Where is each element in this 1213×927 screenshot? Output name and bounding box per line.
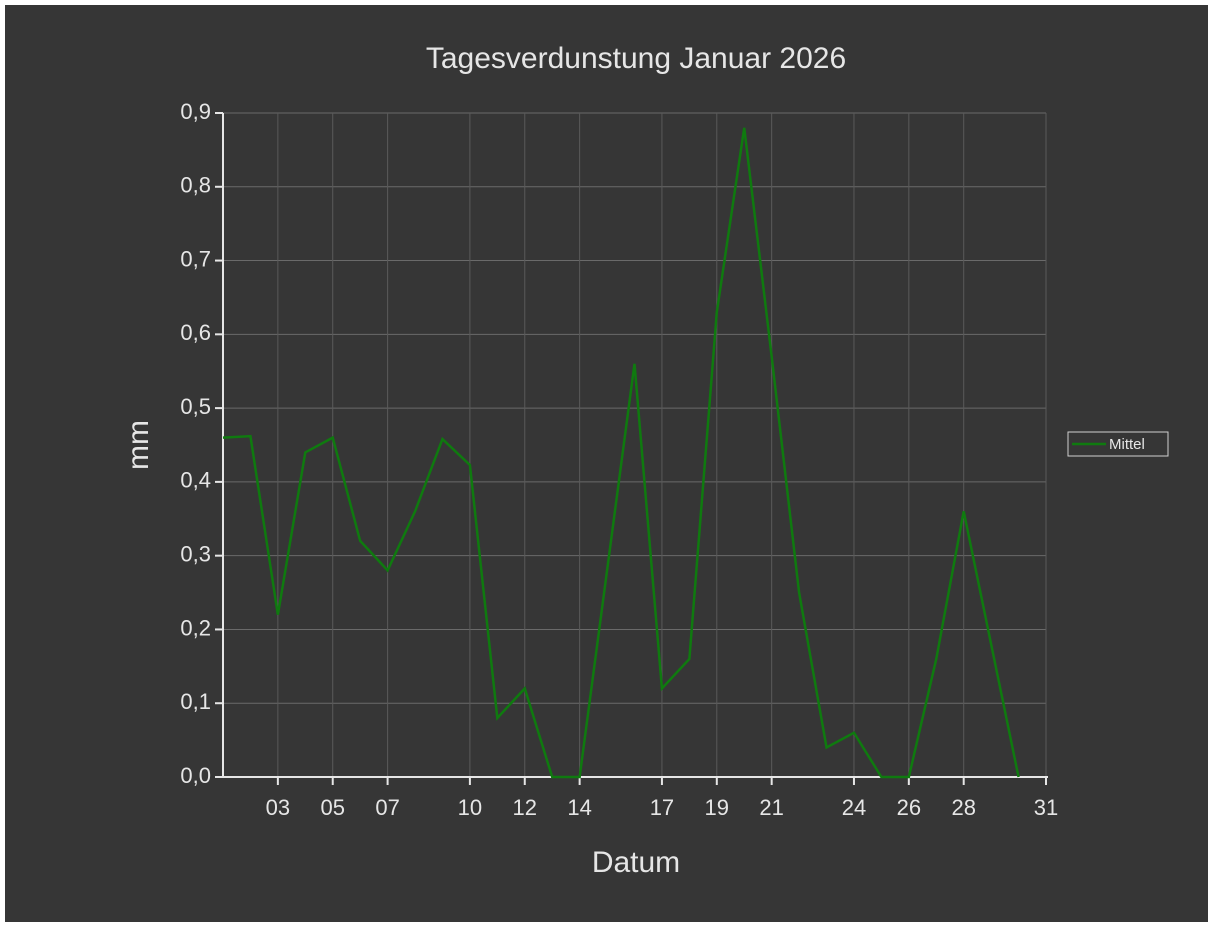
x-tick-label: 05 [320, 795, 344, 820]
background [5, 5, 1208, 922]
y-tick-label: 0,9 [180, 99, 211, 124]
x-tick-label: 26 [897, 795, 921, 820]
chart-title: Tagesverdunstung Januar 2026 [426, 42, 846, 75]
x-axis-label: Datum [592, 846, 680, 879]
y-tick-label: 0,6 [180, 320, 211, 345]
x-tick-label: 07 [375, 795, 399, 820]
data-line [222, 127, 1020, 779]
legend-label: Mittel [1109, 436, 1145, 453]
legend-box [1067, 431, 1169, 457]
x-tick-label: 28 [951, 795, 975, 820]
x-tick-label: 19 [705, 795, 729, 820]
x-tick-label: 14 [567, 795, 591, 820]
x-tick-label: 17 [650, 795, 674, 820]
x-tick-label: 10 [458, 795, 482, 820]
y-tick-label: 0,2 [180, 615, 211, 640]
y-tick-label: 0,8 [180, 173, 211, 198]
x-tick-label: 21 [759, 795, 783, 820]
x-tick-label: 03 [266, 795, 290, 820]
y-tick-label: 0,1 [180, 689, 211, 714]
x-tick-label: 12 [513, 795, 537, 820]
y-tick-label: 0,7 [180, 246, 211, 271]
y-tick-label: 0,5 [180, 394, 211, 419]
y-tick-label: 0,0 [180, 763, 211, 788]
y-axis-label: mm [122, 420, 155, 470]
x-tick-label: 24 [842, 795, 866, 820]
y-tick-label: 0,3 [180, 541, 211, 566]
x-tick-label: 31 [1034, 795, 1058, 820]
y-tick-label: 0,4 [180, 468, 211, 493]
